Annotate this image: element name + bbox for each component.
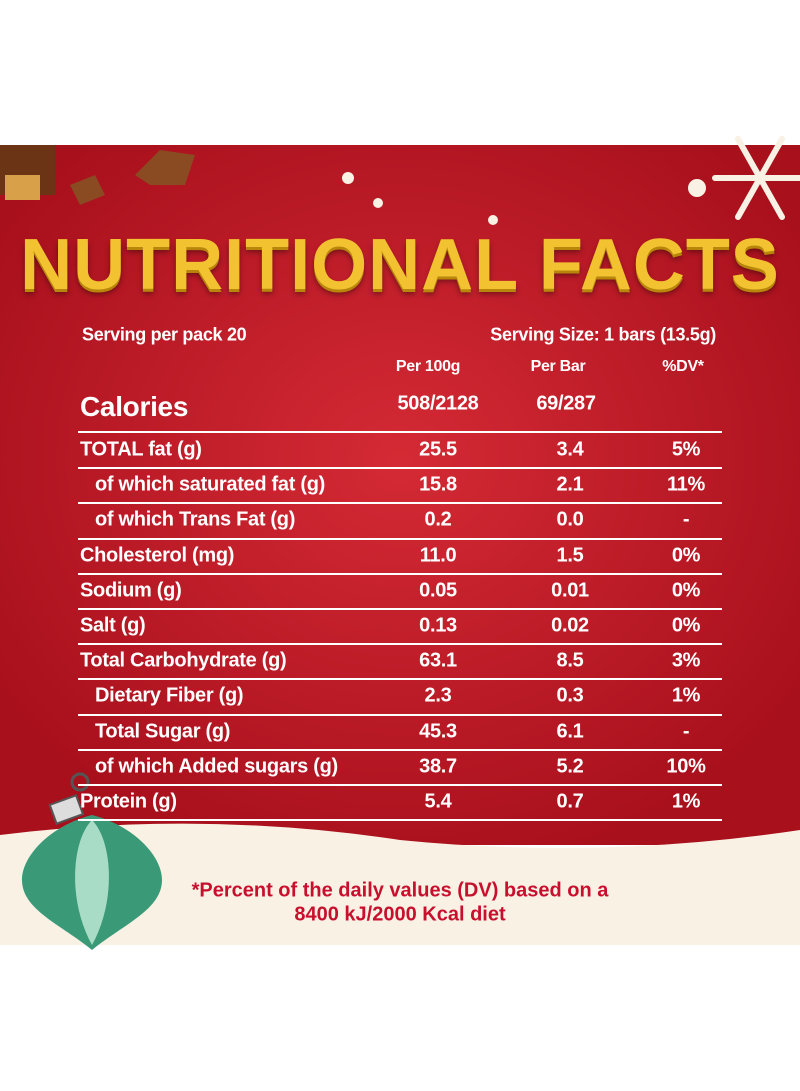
row-divider xyxy=(78,643,722,646)
per-bar: 0.3 xyxy=(556,684,584,707)
daily-value: - xyxy=(682,720,690,743)
row-divider xyxy=(78,431,722,433)
daily-value: 0% xyxy=(671,544,701,567)
daily-value: 5% xyxy=(671,438,701,461)
per-100g: 11.0 xyxy=(419,544,457,567)
per-bar: 0.01 xyxy=(551,579,589,602)
row-label: of which saturated fat (g) xyxy=(95,473,325,496)
column-header: Per 100g xyxy=(395,358,461,375)
per-bar: 6.1 xyxy=(556,720,584,743)
title: NUTRITIONAL FACTS xyxy=(20,225,780,305)
per-bar: 8.5 xyxy=(556,649,584,672)
per-bar: 3.4 xyxy=(556,438,584,461)
column-header: %DV* xyxy=(662,358,704,375)
per-100g: 38.7 xyxy=(419,755,457,778)
per-bar: 5.2 xyxy=(556,755,584,778)
per-bar: 1.5 xyxy=(556,544,584,567)
daily-value: 11% xyxy=(666,473,706,496)
daily-value: 1% xyxy=(671,790,701,813)
daily-value: 3% xyxy=(671,649,701,672)
row-label: Total Carbohydrate (g) xyxy=(80,649,287,672)
serving-size: Serving Size: 1 bars (13.5g) xyxy=(490,324,716,345)
row-divider xyxy=(78,819,722,822)
row-divider xyxy=(78,784,722,786)
footnote: 8400 kJ/2000 Kcal diet xyxy=(294,903,506,926)
per-100g: 63.1 xyxy=(419,649,457,672)
row-divider xyxy=(78,678,722,681)
calories-per-100g: 508/2128 xyxy=(397,392,479,415)
row-label: Cholesterol (mg) xyxy=(80,544,235,567)
serving-per-pack: Serving per pack 20 xyxy=(82,324,247,345)
row-label: Dietary Fiber (g) xyxy=(95,684,244,707)
row-divider xyxy=(78,748,722,751)
row-label: of which Trans Fat (g) xyxy=(95,508,296,531)
daily-value: - xyxy=(682,508,690,531)
per-100g: 15.8 xyxy=(419,473,457,496)
per-bar: 0.0 xyxy=(556,508,584,531)
per-100g: 0.05 xyxy=(419,579,457,602)
per-100g: 45.3 xyxy=(419,720,457,743)
row-label: TOTAL fat (g) xyxy=(80,438,202,461)
per-100g: 25.5 xyxy=(419,438,457,461)
daily-value: 1% xyxy=(671,684,701,707)
column-header: Per Bar xyxy=(530,358,586,375)
daily-value: 10% xyxy=(666,755,706,778)
row-label: Total Sugar (g) xyxy=(95,720,231,743)
row-divider xyxy=(78,467,722,470)
row-label: of which Added sugars (g) xyxy=(95,755,338,778)
per-bar: 0.7 xyxy=(556,790,584,813)
calories-per-bar: 69/287 xyxy=(536,392,596,415)
row-divider xyxy=(78,608,722,610)
calories-label: Calories xyxy=(80,391,189,422)
row-label: Salt (g) xyxy=(80,614,146,637)
row-divider xyxy=(78,572,722,575)
daily-value: 0% xyxy=(671,614,701,637)
per-bar: 0.02 xyxy=(551,614,589,637)
row-divider xyxy=(78,713,722,716)
row-label: Sodium (g) xyxy=(80,579,182,602)
per-100g: 0.2 xyxy=(424,508,452,531)
row-label: Protein (g) xyxy=(80,790,177,813)
row-divider xyxy=(78,537,722,540)
per-100g: 5.4 xyxy=(424,790,452,813)
per-100g: 0.13 xyxy=(419,614,457,637)
per-bar: 2.1 xyxy=(556,473,584,496)
per-100g: 2.3 xyxy=(424,684,452,707)
daily-value: 0% xyxy=(671,579,701,602)
footnote: *Percent of the daily values (DV) based … xyxy=(191,879,609,902)
row-divider xyxy=(78,502,722,505)
